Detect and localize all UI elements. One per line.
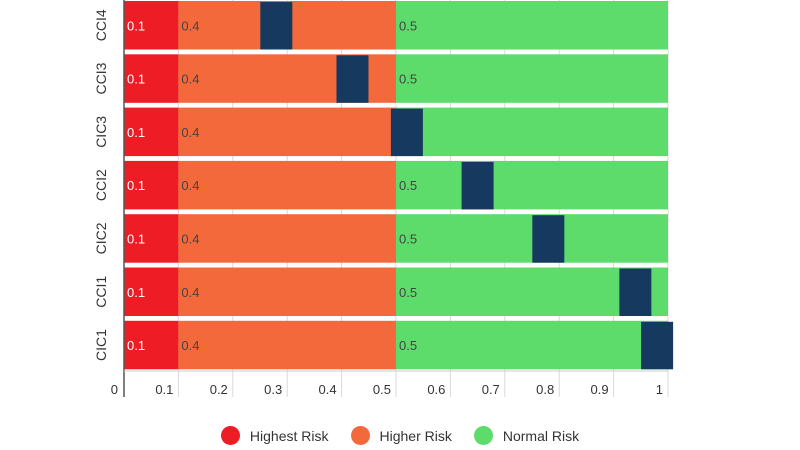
data-label: 0.5 bbox=[399, 178, 417, 193]
marker bbox=[461, 161, 494, 210]
bar-segment bbox=[396, 214, 668, 263]
tick-label: 0.5 bbox=[373, 382, 391, 397]
bar-segment bbox=[178, 320, 396, 370]
legend: Highest Risk Higher Risk Normal Risk bbox=[0, 426, 800, 445]
marker bbox=[532, 215, 565, 263]
legend-marker-normal-risk bbox=[473, 426, 493, 445]
data-label: 0.5 bbox=[399, 18, 417, 33]
tick-label: 0.4 bbox=[319, 382, 337, 397]
bar-segment bbox=[178, 214, 396, 263]
data-label: 0.5 bbox=[399, 72, 417, 87]
legend-item-higher-risk[interactable]: Higher Risk bbox=[350, 426, 452, 445]
data-label: 0.5 bbox=[399, 231, 417, 246]
marker bbox=[641, 321, 674, 370]
bar-segment bbox=[124, 267, 179, 316]
data-label: 0.1 bbox=[127, 231, 145, 246]
data-label: 0.4 bbox=[181, 285, 199, 300]
legend-item-highest-risk[interactable]: Highest Risk bbox=[220, 426, 329, 445]
data-label: 0.5 bbox=[399, 338, 417, 353]
tick-label: 0.7 bbox=[482, 382, 500, 397]
bar-segment bbox=[396, 1, 668, 50]
data-label: 0.4 bbox=[181, 338, 199, 353]
bar-segment bbox=[124, 107, 179, 157]
category-label: CCI1 bbox=[93, 276, 109, 308]
category-label: CCI2 bbox=[93, 169, 109, 201]
data-label: 0.1 bbox=[127, 18, 145, 33]
bar-segment bbox=[124, 160, 179, 210]
bar-segment bbox=[124, 1, 179, 50]
chart-svg: 0.1 0.4 0.5 CCI4 0.1 0.4 0.5 CCI3 0.1 0.4 0.5 CIC3 0… bbox=[93, 0, 674, 397]
marker bbox=[619, 268, 652, 316]
legend-item-normal-risk[interactable]: Normal Risk bbox=[473, 426, 580, 445]
bar-segment bbox=[178, 107, 396, 157]
marker bbox=[336, 55, 369, 103]
data-label: 0.1 bbox=[127, 178, 145, 193]
data-label: 0.1 bbox=[127, 285, 145, 300]
data-label: 0.1 bbox=[127, 72, 145, 87]
data-label: 0.4 bbox=[181, 72, 199, 87]
bar-segment bbox=[396, 320, 668, 370]
category-label: CIC3 bbox=[93, 116, 109, 148]
bar-segment bbox=[178, 160, 396, 210]
marker bbox=[390, 108, 423, 157]
data-label: 0.1 bbox=[127, 125, 145, 140]
marker bbox=[260, 2, 293, 50]
category-label: CCI4 bbox=[93, 9, 109, 41]
legend-marker-highest-risk bbox=[220, 426, 240, 445]
legend-marker-higher-risk bbox=[350, 426, 370, 445]
tick-label: 0 bbox=[111, 382, 118, 397]
data-label: 0.5 bbox=[399, 285, 417, 300]
bar-segment bbox=[396, 160, 668, 210]
bar-segment bbox=[396, 54, 668, 103]
tick-label: 0.8 bbox=[536, 382, 554, 397]
category-label: CIC1 bbox=[93, 329, 109, 361]
data-label: 0.1 bbox=[127, 338, 145, 353]
tick-label: 0.2 bbox=[210, 382, 228, 397]
tick-label: 0.3 bbox=[264, 382, 282, 397]
tick-label: 0.1 bbox=[155, 382, 173, 397]
bar-segment bbox=[178, 267, 396, 316]
data-label: 0.4 bbox=[181, 231, 199, 246]
data-label: 0.4 bbox=[181, 125, 199, 140]
category-label: CCI3 bbox=[93, 62, 109, 94]
bar-segment bbox=[396, 107, 668, 157]
data-label: 0.4 bbox=[181, 18, 199, 33]
legend-label-normal-risk: Normal Risk bbox=[502, 427, 580, 444]
category-label: CIC2 bbox=[93, 222, 109, 254]
tick-label: 0.6 bbox=[427, 382, 445, 397]
legend-label-higher-risk: Higher Risk bbox=[379, 427, 452, 444]
data-label: 0.4 bbox=[181, 178, 199, 193]
bar-segment bbox=[124, 54, 179, 103]
tick-label: 1 bbox=[656, 382, 663, 397]
bar-segment bbox=[124, 214, 179, 263]
tick-label: 0.9 bbox=[591, 382, 609, 397]
bar-segment bbox=[124, 320, 179, 370]
legend-label-highest-risk: Highest Risk bbox=[249, 427, 329, 444]
